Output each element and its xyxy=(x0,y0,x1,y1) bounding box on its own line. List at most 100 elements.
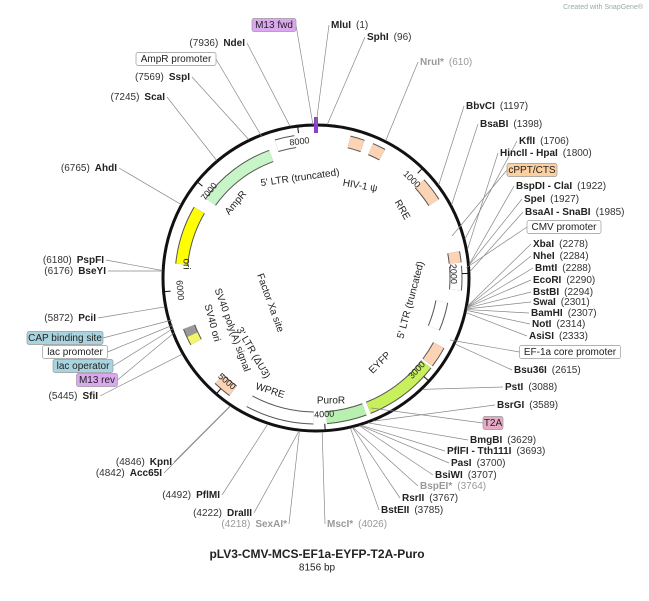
tick-mark xyxy=(417,168,423,174)
feature-box xyxy=(506,163,558,177)
enzyme-position: (3589) xyxy=(529,400,558,411)
feature-label: T2A xyxy=(484,418,503,429)
feature-label: CAP binding site xyxy=(28,333,102,344)
enzyme-name: SwaI xyxy=(533,297,556,308)
tick-label: 2000 xyxy=(448,264,459,284)
enzyme-name: Bsu36I xyxy=(514,365,547,376)
inner-label: Factor Xa site xyxy=(254,272,286,334)
feature-label: lac operator xyxy=(57,361,110,372)
enzyme-name: MluI xyxy=(331,20,351,31)
enzyme-label: (4842) Acc65I xyxy=(96,468,162,479)
feature-leader xyxy=(370,407,484,424)
enzyme-label: SwaI (2301) xyxy=(533,297,590,308)
enzyme-position: (3700) xyxy=(477,458,506,469)
enzyme-label: (5872) PciI xyxy=(44,313,96,324)
enzyme-name: BspDI - ClaI xyxy=(516,181,572,192)
enzyme-leader xyxy=(467,255,532,308)
enzyme-leader xyxy=(467,243,532,307)
enzyme-position: (5445) xyxy=(49,391,78,402)
feature-arc xyxy=(183,324,198,337)
enzyme-leader xyxy=(97,306,165,319)
enzyme-position: (1927) xyxy=(550,194,579,205)
enzyme-name: BsrGI xyxy=(497,400,524,411)
enzyme-label: (6765) AhdI xyxy=(61,163,117,174)
enzyme-position: (2333) xyxy=(559,331,588,342)
enzyme-leader xyxy=(288,431,300,525)
enzyme-label: BmtI (2288) xyxy=(535,263,591,274)
enzyme-position: (2314) xyxy=(556,319,585,330)
enzyme-name: PasI xyxy=(451,458,472,469)
feature-box xyxy=(26,331,104,345)
enzyme-label: PflFI - Tth111I (3693) xyxy=(447,446,545,457)
enzyme-position: (3629) xyxy=(507,435,536,446)
feature-arc xyxy=(246,396,314,424)
tick-label: 6000 xyxy=(174,280,186,301)
tick-label: 4000 xyxy=(314,409,335,420)
enzyme-label: NotI (2314) xyxy=(532,319,585,330)
enzyme-leader xyxy=(469,198,523,265)
feature-leader xyxy=(451,169,508,237)
enzyme-leader xyxy=(253,430,300,514)
enzyme-label: NheI (2284) xyxy=(533,251,589,262)
enzyme-label: RsrII (3767) xyxy=(402,493,458,504)
enzyme-leader xyxy=(246,42,291,127)
enzyme-name: SexAI* xyxy=(255,519,287,530)
enzyme-leader xyxy=(464,140,518,240)
enzyme-leader xyxy=(315,24,330,125)
origin-marker xyxy=(314,117,318,133)
tick-mark xyxy=(216,388,222,394)
enzyme-leader xyxy=(385,61,419,141)
enzyme-leader xyxy=(105,259,163,271)
feature-arc xyxy=(368,144,385,160)
feature-box xyxy=(76,373,118,387)
enzyme-leader xyxy=(466,309,530,314)
enzyme-name: PflFI - Tth111I xyxy=(447,446,512,457)
enzyme-name: BamHI xyxy=(531,308,563,319)
enzyme-label: XbaI (2278) xyxy=(533,239,588,250)
enzyme-name: HincII - HpaI xyxy=(500,148,558,159)
feature-box xyxy=(251,18,297,32)
inner-label: WPRE xyxy=(254,381,286,401)
enzyme-label: SphI (96) xyxy=(367,32,411,43)
feature-leader xyxy=(215,58,263,138)
enzyme-name: PciI xyxy=(78,313,96,324)
enzyme-leader xyxy=(163,405,231,474)
enzyme-name: EcoRI xyxy=(533,275,562,286)
enzyme-name: KflI xyxy=(519,136,535,147)
feature-arc xyxy=(176,207,205,265)
feature-arc xyxy=(448,251,461,264)
enzyme-name: RsrII xyxy=(402,493,424,504)
feature-label: CMV promoter xyxy=(531,222,597,233)
feature-label: AmpR promoter xyxy=(141,54,212,65)
enzyme-name: BstBI xyxy=(533,287,559,298)
feature-box xyxy=(135,52,217,66)
feature-box xyxy=(519,345,621,359)
enzyme-position: (1706) xyxy=(540,136,569,147)
enzyme-leader xyxy=(191,76,249,140)
feature-box xyxy=(52,359,114,373)
enzyme-position: (4492) xyxy=(162,490,191,501)
feature-arc xyxy=(325,404,367,424)
enzyme-label: BamHI (2307) xyxy=(531,308,597,319)
feature-label: cPPT/CTS xyxy=(508,165,556,176)
enzyme-position: (4026) xyxy=(358,519,387,530)
feature-label: M13 fwd xyxy=(255,20,293,31)
inner-label: HIV-1 ψ xyxy=(342,178,378,195)
enzyme-label: BbvCI (1197) xyxy=(466,101,528,112)
inner-label: AmpR xyxy=(223,189,249,217)
enzyme-label: BspEI* (3764) xyxy=(420,481,486,492)
enzyme-name: Acc65I xyxy=(130,468,162,479)
enzyme-position: (2290) xyxy=(566,275,595,286)
feature-box xyxy=(526,220,602,234)
enzyme-label: AsiSI (2333) xyxy=(529,331,588,342)
enzyme-label: BmgBI (3629) xyxy=(470,435,536,446)
inner-label: RRE xyxy=(392,198,412,222)
enzyme-position: (2288) xyxy=(562,263,591,274)
enzyme-position: (2278) xyxy=(559,239,588,250)
enzyme-label: (7245) ScaI xyxy=(111,92,166,103)
feature-label: EF-1a core promoter xyxy=(524,347,617,358)
enzyme-position: (6176) xyxy=(44,266,73,277)
enzyme-position: (3785) xyxy=(414,505,443,516)
enzyme-name: BmtI xyxy=(535,263,557,274)
enzyme-label: (6180) PspFI xyxy=(43,255,104,266)
